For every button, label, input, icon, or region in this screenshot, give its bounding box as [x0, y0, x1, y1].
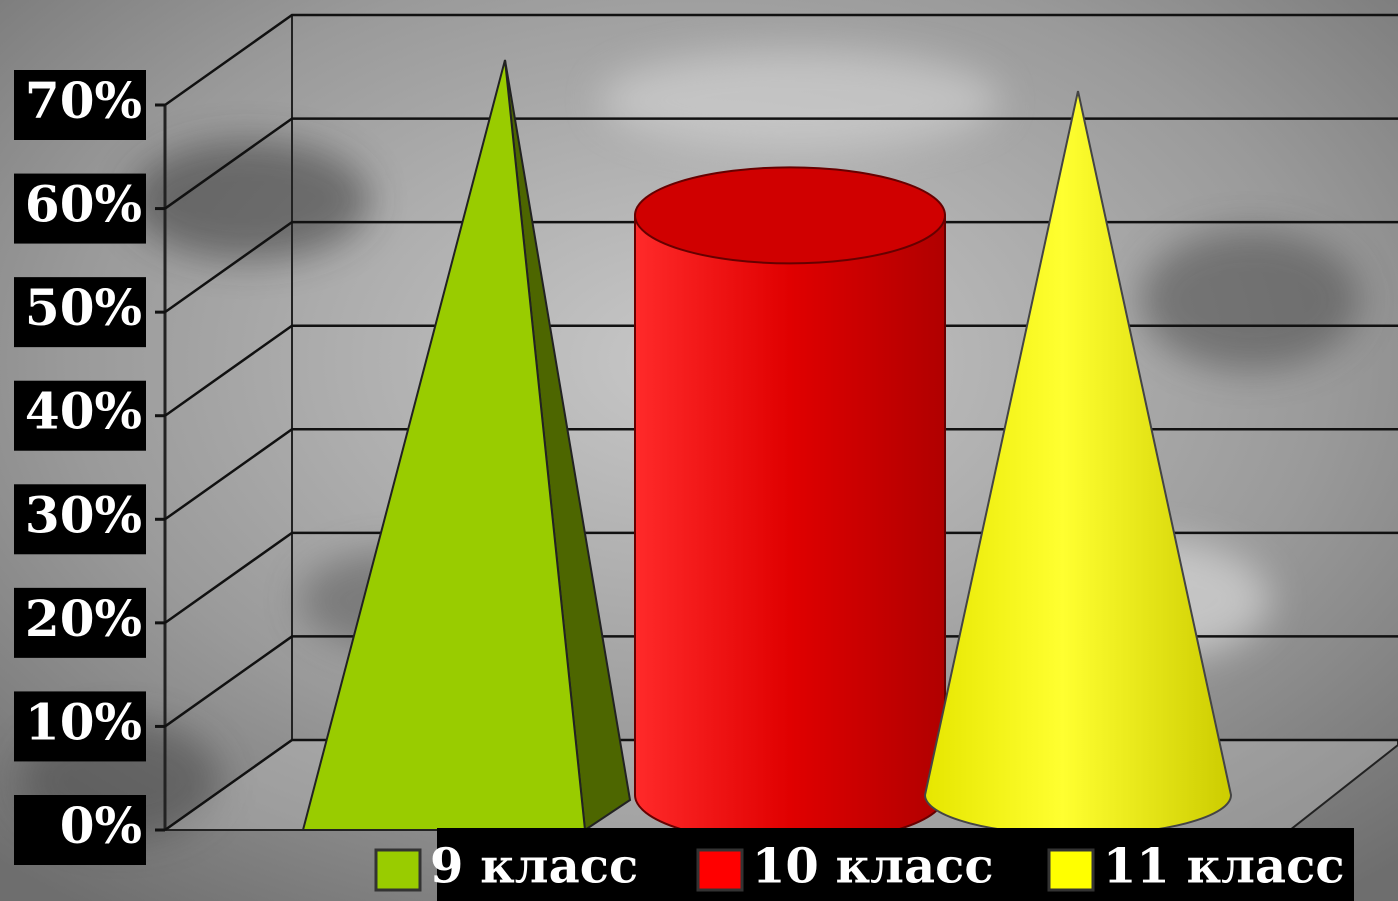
legend-label: 11 класс	[1103, 839, 1345, 895]
tick-label-box	[14, 691, 146, 762]
legend-label: 10 класс	[752, 839, 994, 895]
y-tick-label: 50%	[25, 278, 142, 337]
legend-swatch	[1047, 848, 1095, 892]
tick-label-box	[14, 795, 146, 865]
grid-line	[164, 220, 1398, 314]
y-tick-label: 0%	[60, 796, 142, 855]
legend-label: 9 класс	[430, 839, 638, 895]
cylinder-top	[634, 166, 946, 265]
tick-label-box	[14, 277, 146, 348]
tick-label-box	[14, 484, 146, 555]
grid-line	[164, 13, 1398, 107]
tick-label-box	[14, 380, 146, 451]
cylinder-body	[634, 214, 946, 844]
y-tick-label: 40%	[25, 382, 142, 441]
y-tick-label: 10%	[25, 692, 142, 751]
legend-swatch	[696, 848, 744, 892]
legend-box	[437, 828, 1354, 901]
tick-label-box	[14, 70, 146, 140]
y-tick-label: 70%	[25, 71, 142, 130]
legend-swatch	[374, 848, 422, 892]
y-tick-label: 20%	[25, 589, 142, 648]
y-tick-label: 30%	[25, 485, 142, 544]
tick-label-box	[14, 173, 146, 244]
y-tick-label: 60%	[25, 175, 142, 234]
cylinder	[634, 166, 946, 844]
tick-label-box	[14, 587, 146, 658]
grid-line	[164, 117, 1398, 210]
